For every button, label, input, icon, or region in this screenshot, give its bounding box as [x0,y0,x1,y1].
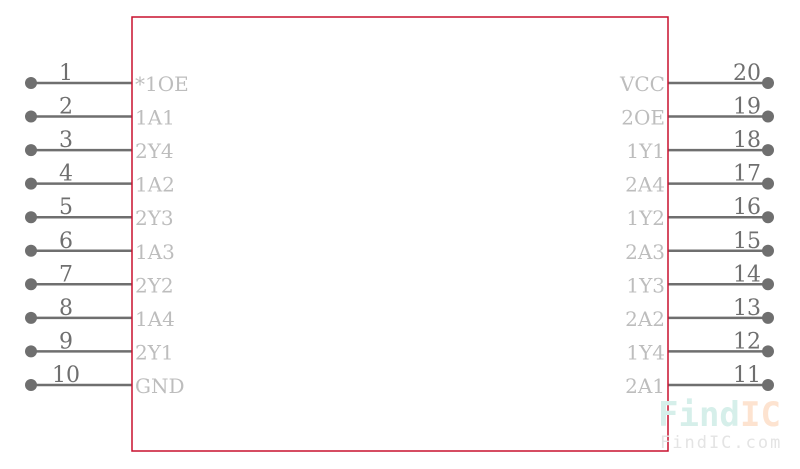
pin-left-1[interactable]: 1 *1OE [25,61,189,96]
pin-name: 2Y3 [135,206,174,230]
pin-right-3[interactable]: 18 1Y1 [626,128,774,163]
pin-end-dot[interactable] [762,278,774,291]
pin-number: 9 [59,329,73,354]
pin-name: 2A1 [625,374,665,398]
pin-end-dot[interactable] [25,144,37,157]
watermark-find: Find [658,395,740,435]
pin-end-dot[interactable] [25,278,37,291]
pin-number: 13 [733,296,761,321]
pin-name: 1A1 [135,106,175,130]
pin-name: 2OE [621,106,665,130]
pin-number: 20 [733,61,761,86]
pin-name: 2Y2 [135,273,174,297]
pin-left-8[interactable]: 8 1A4 [25,296,175,331]
pin-end-dot[interactable] [25,110,37,123]
pin-name: 1A4 [135,307,175,331]
pin-number: 8 [59,296,73,321]
pin-name: 1A3 [135,240,175,264]
pin-end-dot[interactable] [762,144,774,157]
pin-end-dot[interactable] [25,244,37,257]
pin-left-3[interactable]: 3 2Y4 [25,128,174,163]
pin-name: *1OE [135,72,189,96]
pin-end-dot[interactable] [762,211,774,224]
pins: 1 *1OE 2 1A1 3 2Y4 4 1A2 5 2Y3 6 1A3 7 2Y2 8 1A4 9 2Y1 10 G… [25,61,774,398]
pin-name: GND [135,374,185,398]
pin-number: 12 [733,329,761,354]
pin-number: 2 [59,95,73,120]
pin-end-dot[interactable] [25,345,37,358]
pin-number: 5 [59,195,73,220]
pin-number: 14 [733,262,761,287]
pin-name: 1Y1 [626,139,665,163]
pin-number: 17 [733,162,761,187]
pin-right-2[interactable]: 19 2OE [621,95,774,130]
pin-name: 2A2 [625,307,665,331]
pin-name: 1Y4 [626,340,665,364]
pin-end-dot[interactable] [762,177,774,190]
pin-number: 16 [733,195,761,220]
chip-body-outline [131,16,669,452]
pin-end-dot[interactable] [25,211,37,224]
pin-name: 1Y3 [626,273,665,297]
watermark-ic: IC [740,395,781,435]
pin-right-4[interactable]: 17 2A4 [625,162,774,197]
pin-left-5[interactable]: 5 2Y3 [25,195,174,230]
pin-left-2[interactable]: 2 1A1 [25,95,175,130]
pin-right-1[interactable]: 20 VCC [619,61,774,96]
pin-name: 2Y1 [135,340,174,364]
watermark-logo: Find IC FindIC.com [658,395,782,453]
pin-right-9[interactable]: 12 1Y4 [626,329,774,364]
pin-end-dot[interactable] [762,110,774,123]
pin-end-dot[interactable] [25,77,37,89]
pin-end-dot[interactable] [25,378,37,391]
pin-number: 4 [59,162,73,187]
pin-name: 1Y2 [626,206,665,230]
pin-end-dot[interactable] [762,345,774,358]
pin-name: 2A4 [625,173,665,197]
pin-end-dot[interactable] [25,311,37,324]
pin-number: 6 [59,229,73,254]
pin-end-dot[interactable] [25,177,37,190]
pin-number: 3 [59,128,73,153]
pin-number: 15 [733,229,761,254]
pin-end-dot[interactable] [762,311,774,324]
pin-right-5[interactable]: 16 1Y2 [626,195,774,230]
pin-name: VCC [619,72,665,96]
pin-left-10[interactable]: 10 GND [25,363,185,398]
pin-right-7[interactable]: 14 1Y3 [626,262,774,297]
pin-right-6[interactable]: 15 2A3 [625,229,774,264]
watermark-url: FindIC.com [660,433,782,453]
pin-left-4[interactable]: 4 1A2 [25,162,175,197]
pin-number: 11 [733,363,761,388]
pin-name: 1A2 [135,173,175,197]
pin-end-dot[interactable] [762,378,774,391]
pin-number: 7 [59,262,73,287]
pin-right-8[interactable]: 13 2A2 [625,296,774,331]
pin-name: 2Y4 [135,139,174,163]
pin-end-dot[interactable] [762,77,774,89]
pin-name: 2A3 [625,240,665,264]
pin-number: 1 [59,61,73,86]
pin-number: 10 [52,363,80,388]
pin-right-10[interactable]: 11 2A1 [625,363,774,398]
pin-number: 19 [733,95,761,120]
pin-number: 18 [733,128,761,153]
pin-end-dot[interactable] [762,244,774,257]
pin-left-6[interactable]: 6 1A3 [25,229,175,264]
pin-left-7[interactable]: 7 2Y2 [25,262,174,297]
pin-left-9[interactable]: 9 2Y1 [25,329,174,364]
